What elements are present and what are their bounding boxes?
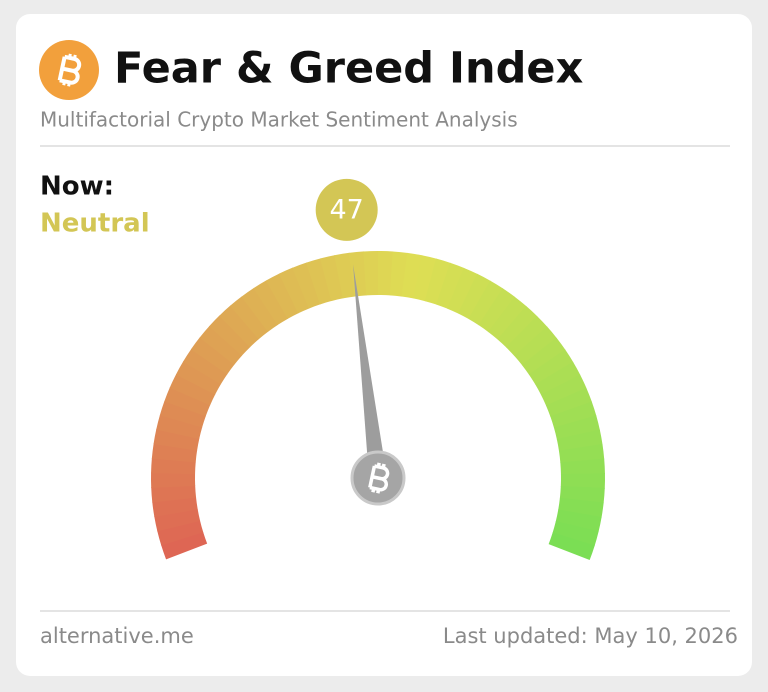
gauge-arc bbox=[278, 267, 310, 314]
logo bbox=[39, 40, 99, 100]
gauge-arc bbox=[151, 443, 198, 463]
gauge-arc bbox=[457, 273, 491, 320]
gauge-arc bbox=[190, 337, 235, 375]
gauge-arc bbox=[552, 520, 599, 547]
gauge-arc bbox=[560, 458, 605, 475]
gauge-arc bbox=[169, 373, 216, 406]
hub-icon bbox=[368, 462, 390, 494]
gauge-arc bbox=[241, 287, 279, 332]
gauge-arc bbox=[209, 315, 251, 356]
gauge-arc bbox=[556, 429, 603, 452]
gauge-arc bbox=[413, 255, 437, 302]
gauge-arc bbox=[548, 532, 595, 561]
gauge-arc bbox=[540, 374, 587, 407]
gauge-arc bbox=[157, 520, 204, 546]
gauge-arc bbox=[550, 401, 597, 429]
gauge-arc bbox=[497, 305, 538, 348]
gauge-arc bbox=[401, 252, 423, 299]
gauge-arc bbox=[152, 497, 198, 518]
gauge-arc bbox=[558, 444, 605, 464]
gauge-arc bbox=[320, 255, 344, 302]
gauge-arc bbox=[521, 337, 566, 375]
gauge-arc bbox=[229, 296, 269, 340]
gauge-arc bbox=[348, 251, 367, 297]
gauge-arc bbox=[478, 288, 516, 333]
hub-icon-path bbox=[368, 462, 390, 494]
gauge-arc bbox=[265, 273, 299, 319]
source: alternative.me bbox=[40, 624, 194, 648]
gauge-arc bbox=[183, 348, 228, 385]
gauge-arc bbox=[558, 497, 604, 518]
title: Fear & Greed Index bbox=[114, 44, 584, 94]
gauge-arc bbox=[151, 485, 197, 503]
gauge: 47 bbox=[151, 178, 605, 561]
gauge-arc bbox=[154, 508, 201, 532]
classification: Neutral bbox=[40, 209, 150, 239]
value-label: 47 bbox=[330, 194, 364, 225]
now-label: Now: bbox=[40, 172, 114, 202]
gauge-arc bbox=[305, 258, 332, 305]
gauge-arc bbox=[389, 251, 408, 297]
updated: Last updated: May 10, 2026 bbox=[443, 624, 738, 648]
needle bbox=[353, 264, 387, 480]
gauge-arc bbox=[424, 258, 451, 305]
gauge-arc bbox=[505, 315, 548, 357]
gauge-arc bbox=[559, 485, 605, 504]
gauge-arc bbox=[553, 415, 600, 440]
gauge-arc bbox=[164, 387, 211, 417]
gauge-arc bbox=[153, 428, 200, 451]
gauge-arc bbox=[159, 400, 206, 428]
gauge-arc bbox=[292, 262, 321, 309]
gauge-arc bbox=[528, 349, 574, 385]
gauge-arc bbox=[161, 531, 208, 560]
gauge-arc bbox=[175, 361, 222, 395]
gauge-arc bbox=[545, 387, 592, 418]
gauge-arc bbox=[435, 262, 465, 309]
gauge-arc bbox=[446, 267, 478, 314]
gauge-arc bbox=[219, 305, 260, 348]
gauge-arc bbox=[151, 457, 196, 475]
value-bubble bbox=[315, 178, 378, 241]
gauge-arc bbox=[555, 509, 602, 533]
gauge-arc bbox=[199, 325, 243, 365]
gauge-arc bbox=[468, 280, 504, 326]
gauge-arc bbox=[487, 296, 527, 340]
gauge-arc bbox=[156, 414, 203, 440]
gauge-arc bbox=[514, 326, 557, 366]
gauge-arc bbox=[334, 252, 356, 299]
subtitle: Multifactorial Crypto Market Sentiment A… bbox=[40, 108, 518, 132]
gauge-arc bbox=[253, 280, 289, 326]
gauge-arc bbox=[535, 361, 581, 396]
